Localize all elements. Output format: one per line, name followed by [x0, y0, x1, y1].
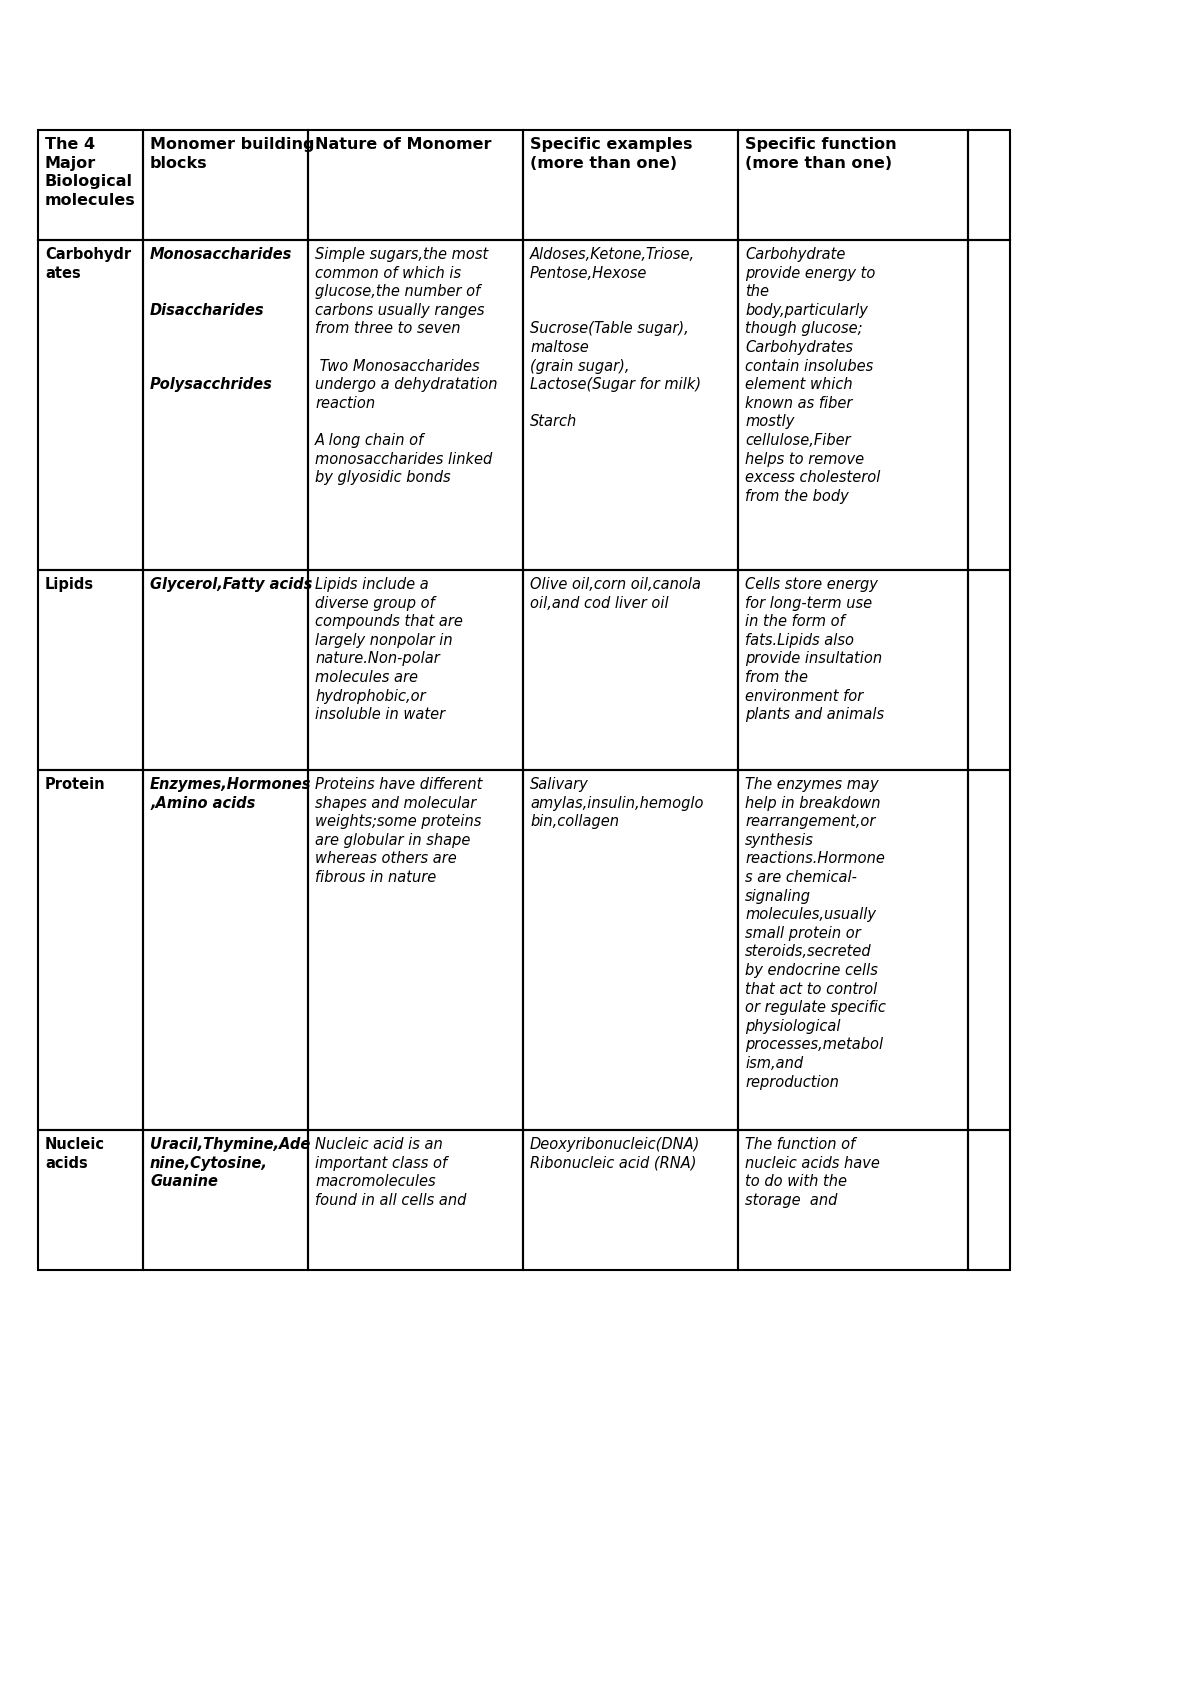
Bar [143, 769, 308, 1129]
Text: Lipids: Lipids [46, 577, 94, 593]
Bar [738, 131, 968, 239]
Text: The 4
Major
Biological
molecules: The 4 Major Biological molecules [46, 138, 136, 207]
Text: Deoxyribonucleic(DNA)
Ribonucleic acid (RNA): Deoxyribonucleic(DNA) Ribonucleic acid (… [530, 1138, 701, 1170]
Text: The function of
nucleic acids have
to do with the
storage  and: The function of nucleic acids have to do… [745, 1138, 880, 1207]
Text: The enzymes may
help in breakdown
rearrangement,or
synthesis
reactions.Hormone
s: The enzymes may help in breakdown rearra… [745, 778, 886, 1090]
Text: Simple sugars,the most
common of which is
glucose,the number of
carbons usually : Simple sugars,the most common of which i… [314, 246, 498, 486]
Text: Specific examples
(more than one): Specific examples (more than one) [530, 138, 692, 170]
Bar [143, 239, 308, 571]
Bar [308, 769, 523, 1129]
Text: Glycerol,Fatty acids: Glycerol,Fatty acids [150, 577, 312, 593]
Text: Aldoses,Ketone,Triose,
Pentose,Hexose


Sucrose(Table sugar),
maltose
(grain sug: Aldoses,Ketone,Triose, Pentose,Hexose Su… [530, 246, 701, 430]
Bar [38, 239, 143, 571]
Text: Monomer building
blocks: Monomer building blocks [150, 138, 314, 170]
Bar [523, 1129, 738, 1270]
Bar [38, 571, 143, 769]
Text: Proteins have different
shapes and molecular
weights;some proteins
are globular : Proteins have different shapes and molec… [314, 778, 482, 885]
Bar [308, 571, 523, 769]
Text: Uracil,Thymine,Ade
nine,Cytosine,
Guanine: Uracil,Thymine,Ade nine,Cytosine, Guanin… [150, 1138, 311, 1189]
Bar [38, 1129, 143, 1270]
Bar [38, 769, 143, 1129]
Bar [143, 571, 308, 769]
Text: Enzymes,Hormones
,Amino acids: Enzymes,Hormones ,Amino acids [150, 778, 312, 810]
Text: Lipids include a
diverse group of
compounds that are
largely nonpolar in
nature.: Lipids include a diverse group of compou… [314, 577, 463, 722]
Bar [308, 131, 523, 239]
Bar [523, 239, 738, 571]
Bar [738, 769, 968, 1129]
Text: Carbohydrate
provide energy to
the
body,particularly
though glucose;
Carbohydrat: Carbohydrate provide energy to the body,… [745, 246, 881, 504]
Text: Olive oil,corn oil,canola
oil,and cod liver oil: Olive oil,corn oil,canola oil,and cod li… [530, 577, 701, 611]
Text: Nucleic
acids: Nucleic acids [46, 1138, 106, 1170]
Bar [968, 769, 1010, 1129]
Bar [738, 239, 968, 571]
Text: Nature of Monomer: Nature of Monomer [314, 138, 492, 153]
Bar [308, 239, 523, 571]
Text: Cells store energy
for long-term use
in the form of
fats.Lipids also
provide ins: Cells store energy for long-term use in … [745, 577, 884, 722]
Bar [738, 1129, 968, 1270]
Bar [143, 131, 308, 239]
Text: Protein: Protein [46, 778, 106, 791]
Text: Nucleic acid is an
important class of
macromolecules
found in all cells and: Nucleic acid is an important class of ma… [314, 1138, 467, 1207]
Bar [968, 1129, 1010, 1270]
Text: Monosaccharides


Disaccharides



Polysacchrides: Monosaccharides Disaccharides Polysacchr… [150, 246, 293, 392]
Bar [968, 239, 1010, 571]
Bar [523, 571, 738, 769]
Text: Salivary
amylas,insulin,hemoglo
bin,collagen: Salivary amylas,insulin,hemoglo bin,coll… [530, 778, 703, 829]
Bar [523, 131, 738, 239]
Bar [38, 131, 143, 239]
Bar [968, 131, 1010, 239]
Text: Specific function
(more than one): Specific function (more than one) [745, 138, 896, 170]
Bar [523, 769, 738, 1129]
Bar [143, 1129, 308, 1270]
Text: Carbohydr
ates: Carbohydr ates [46, 246, 131, 280]
Bar [308, 1129, 523, 1270]
Bar [968, 571, 1010, 769]
Bar [738, 571, 968, 769]
